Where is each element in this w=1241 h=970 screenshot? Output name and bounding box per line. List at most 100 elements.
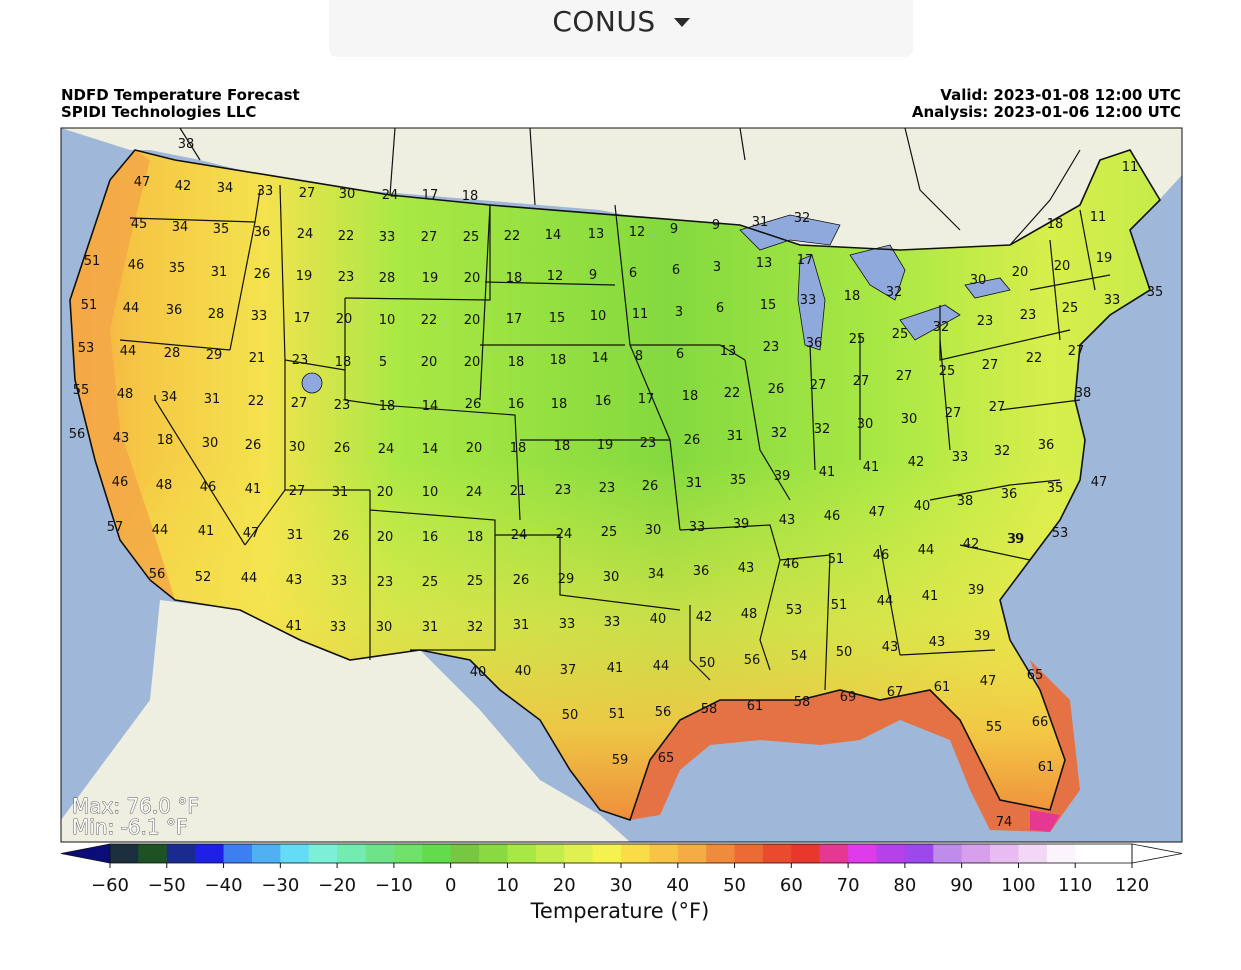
analysis-time: Analysis: 2023-01-06 12:00 UTC — [911, 103, 1181, 121]
station-value: 33 — [331, 574, 348, 589]
colorbar-swatch — [706, 844, 736, 863]
station-value: 29 — [558, 572, 575, 587]
station-value: 51 — [831, 598, 848, 613]
station-value: 26 — [254, 267, 271, 282]
station-value: 32 — [814, 422, 831, 437]
station-value: 58 — [794, 695, 811, 710]
colorbar — [60, 843, 1183, 864]
station-value: 20 — [1054, 259, 1071, 274]
station-value: 46 — [824, 509, 841, 524]
station-value: 46 — [128, 258, 145, 273]
station-value: 31 — [332, 485, 349, 500]
colorbar-tick-label: −40 — [205, 875, 243, 896]
station-value: 74 — [996, 815, 1013, 830]
station-value: 20 — [336, 312, 353, 327]
station-value: 18 — [554, 439, 571, 454]
station-value: 23 — [599, 481, 616, 496]
station-value: 25 — [601, 525, 618, 540]
station-value: 14 — [422, 399, 439, 414]
station-value: 39 — [774, 469, 791, 484]
station-value: 20 — [466, 441, 483, 456]
station-value: 31 — [513, 618, 530, 633]
station-value: 38 — [1075, 386, 1092, 401]
station-value: 30 — [289, 440, 306, 455]
colorbar-tick-label: 20 — [553, 875, 576, 896]
station-value: 53 — [786, 603, 803, 618]
colorbar-over-arrow — [1131, 843, 1183, 864]
colorbar-swatch — [990, 844, 1019, 863]
station-value: 31 — [204, 392, 221, 407]
colorbar-swatch — [280, 844, 310, 863]
station-value: 43 — [113, 431, 130, 446]
station-value: 67 — [887, 685, 904, 700]
station-value: 39 — [968, 583, 985, 598]
station-value: 43 — [779, 513, 796, 528]
station-value: 13 — [756, 256, 773, 271]
station-value: 20 — [421, 355, 438, 370]
station-value: 54 — [791, 649, 808, 664]
station-value: 13 — [720, 344, 737, 359]
station-value: 20 — [1012, 265, 1029, 280]
great-lakes — [301, 214, 1011, 394]
colorbar-swatch — [223, 844, 253, 863]
station-value: 27 — [421, 230, 438, 245]
map-frame — [60, 127, 1183, 843]
colorbar-tick-label: 80 — [893, 875, 916, 896]
colorbar-tick-label: 70 — [837, 875, 860, 896]
station-value: 56 — [744, 653, 761, 668]
station-value: 25 — [1062, 301, 1079, 316]
colorbar-swatch — [1075, 844, 1105, 863]
colorbar-swatch — [365, 844, 395, 863]
colorbar-swatch — [848, 844, 877, 863]
station-value: 23 — [555, 483, 572, 498]
map-header-left: NDFD Temperature Forecast SPIDI Technolo… — [61, 87, 300, 121]
station-value: 61 — [934, 680, 951, 695]
station-value: 28 — [379, 271, 396, 286]
station-value: 22 — [504, 229, 521, 244]
station-value: 44 — [120, 344, 137, 359]
colorbar-swatch — [507, 844, 537, 863]
station-value: 55 — [73, 383, 90, 398]
station-value: 18 — [157, 433, 174, 448]
station-value: 21 — [249, 351, 266, 366]
station-value: 18 — [467, 530, 484, 545]
station-value: 61 — [747, 699, 764, 714]
station-value: 27 — [982, 358, 999, 373]
colorbar-swatch — [677, 844, 707, 863]
station-value: 41 — [286, 619, 303, 634]
station-value: 22 — [1026, 351, 1043, 366]
colorbar-tick-label: −60 — [91, 875, 129, 896]
station-value: 27 — [945, 406, 962, 421]
us-outline — [69, 149, 1162, 822]
station-value: 30 — [645, 523, 662, 538]
station-value: 66 — [1032, 715, 1049, 730]
station-value: 32 — [886, 285, 903, 300]
colorbar-swatch — [479, 844, 508, 863]
station-value: 11 — [1122, 160, 1139, 175]
station-value: 40 — [914, 499, 931, 514]
station-value: 17 — [506, 312, 523, 327]
station-value: 24 — [556, 527, 573, 542]
colorbar-tick-label: −30 — [261, 875, 299, 896]
station-value: 50 — [562, 708, 579, 723]
station-value: 32 — [994, 444, 1011, 459]
station-value: 10 — [422, 485, 439, 500]
region-dropdown[interactable]: CONUS — [329, 0, 913, 57]
station-value: 46 — [112, 475, 129, 490]
station-value: 23 — [640, 436, 657, 451]
station-value: 46 — [200, 480, 217, 495]
station-value: 10 — [590, 309, 607, 324]
station-value: 10 — [379, 313, 396, 328]
station-value: 38 — [957, 494, 974, 509]
station-value: 47 — [869, 505, 886, 520]
station-value: 41 — [607, 661, 624, 676]
colorbar-tick-label: 50 — [723, 875, 746, 896]
station-value: 12 — [629, 225, 646, 240]
station-value: 23 — [292, 353, 309, 368]
baja-peninsula — [215, 610, 270, 720]
station-value: 27 — [896, 369, 913, 384]
station-value: 18 — [551, 397, 568, 412]
station-value: 53 — [78, 341, 95, 356]
colorbar-tick-label: −10 — [375, 875, 413, 896]
